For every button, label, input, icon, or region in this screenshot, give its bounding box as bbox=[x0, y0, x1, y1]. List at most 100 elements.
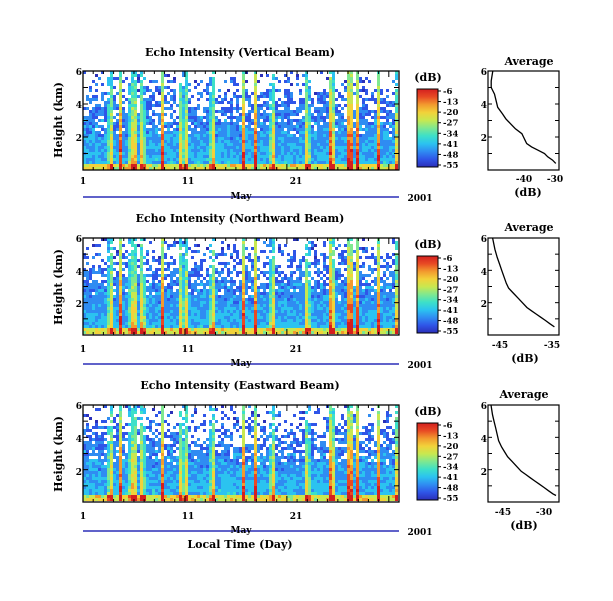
heatmap-cell bbox=[212, 313, 215, 316]
heatmap-cell bbox=[296, 325, 299, 328]
heatmap-cell bbox=[158, 319, 161, 322]
heatmap-cell bbox=[272, 125, 275, 128]
heatmap-cell bbox=[161, 98, 164, 101]
heatmap-cell bbox=[287, 146, 290, 149]
heatmap-cell bbox=[104, 331, 107, 334]
heatmap-cell bbox=[98, 152, 101, 155]
heatmap-cell bbox=[287, 286, 290, 289]
heatmap-cell bbox=[287, 107, 290, 110]
heatmap-cell bbox=[185, 116, 188, 119]
heatmap-cell bbox=[233, 247, 236, 250]
heatmap-cell bbox=[197, 298, 200, 301]
heatmap-cell bbox=[107, 164, 110, 167]
heatmap-cell bbox=[356, 119, 359, 122]
heatmap-cell bbox=[83, 71, 86, 74]
heatmap-cell bbox=[101, 328, 104, 331]
heatmap-cell bbox=[128, 307, 131, 310]
heatmap-cell bbox=[377, 89, 380, 92]
heatmap-cell bbox=[101, 307, 104, 310]
heatmap-cell bbox=[134, 131, 137, 134]
heatmap-cell bbox=[299, 146, 302, 149]
heatmap-cell bbox=[239, 328, 242, 331]
heatmap-cell bbox=[89, 301, 92, 304]
heatmap-cell bbox=[296, 110, 299, 113]
heatmap-cell bbox=[140, 95, 143, 98]
colorbar-unit: (dB) bbox=[414, 71, 441, 84]
heatmap-cell bbox=[299, 107, 302, 110]
heatmap-cell bbox=[347, 310, 350, 313]
heatmap-cell bbox=[116, 107, 119, 110]
heatmap-cell bbox=[371, 146, 374, 149]
heatmap-cell bbox=[203, 155, 206, 158]
heatmap-cell bbox=[332, 238, 335, 241]
heatmap-cell bbox=[317, 134, 320, 137]
heatmap-cell bbox=[131, 158, 134, 161]
heatmap-cell bbox=[155, 149, 158, 152]
heatmap-cell bbox=[308, 328, 311, 331]
heatmap-cell bbox=[119, 319, 122, 322]
heatmap-cell bbox=[185, 328, 188, 331]
heatmap-cell bbox=[101, 313, 104, 316]
heatmap-cell bbox=[374, 155, 377, 158]
heatmap-cell bbox=[227, 271, 230, 274]
heatmap-cell bbox=[299, 128, 302, 131]
heatmap-cell bbox=[119, 104, 122, 107]
heatmap-cell bbox=[194, 322, 197, 325]
heatmap-cell bbox=[143, 164, 146, 167]
heatmap-cell bbox=[254, 238, 257, 241]
heatmap-cell bbox=[161, 80, 164, 83]
heatmap-cell bbox=[191, 164, 194, 167]
heatmap-cell bbox=[86, 310, 89, 313]
heatmap-cell bbox=[287, 158, 290, 161]
heatmap-cell bbox=[245, 328, 248, 331]
heatmap-cell bbox=[83, 167, 86, 170]
heatmap-cell bbox=[122, 310, 125, 313]
heatmap-cell bbox=[215, 137, 218, 140]
heatmap-cell bbox=[302, 161, 305, 164]
heatmap-cell bbox=[272, 259, 275, 262]
heatmap-cell bbox=[335, 104, 338, 107]
heatmap-cell bbox=[161, 104, 164, 107]
heatmap-cell bbox=[227, 116, 230, 119]
heatmap-cell bbox=[284, 158, 287, 161]
heatmap-cell bbox=[152, 125, 155, 128]
heatmap-cell bbox=[188, 155, 191, 158]
heatmap-cell bbox=[206, 271, 209, 274]
heatmap-cell bbox=[146, 262, 149, 265]
heatmap-cell bbox=[212, 113, 215, 116]
heatmap-cell bbox=[272, 292, 275, 295]
heatmap-cell bbox=[392, 152, 395, 155]
heatmap-cell bbox=[209, 292, 212, 295]
heatmap-cell bbox=[86, 247, 89, 250]
heatmap-cell bbox=[344, 128, 347, 131]
heatmap-cell bbox=[101, 280, 104, 283]
heatmap-cell bbox=[236, 313, 239, 316]
heatmap-cell bbox=[356, 256, 359, 259]
heatmap-cell bbox=[236, 164, 239, 167]
heatmap-cell bbox=[317, 319, 320, 322]
heatmap-cell bbox=[206, 89, 209, 92]
heatmap-cell bbox=[275, 110, 278, 113]
heatmap-cell bbox=[341, 316, 344, 319]
heatmap-cell bbox=[248, 295, 251, 298]
heatmap-cell bbox=[83, 256, 86, 259]
heatmap-cell bbox=[344, 137, 347, 140]
heatmap-cell bbox=[338, 152, 341, 155]
heatmap-cell bbox=[131, 83, 134, 86]
heatmap-cell bbox=[179, 274, 182, 277]
heatmap-cell bbox=[137, 316, 140, 319]
heatmap-cell bbox=[266, 125, 269, 128]
heatmap-cell bbox=[221, 167, 224, 170]
heatmap-cell bbox=[212, 289, 215, 292]
heatmap-cell bbox=[284, 244, 287, 247]
heatmap-cell bbox=[296, 316, 299, 319]
heatmap-cell bbox=[164, 307, 167, 310]
heatmap-cell bbox=[230, 80, 233, 83]
heatmap-cell bbox=[92, 307, 95, 310]
heatmap-cell bbox=[242, 167, 245, 170]
heatmap-cell bbox=[140, 161, 143, 164]
heatmap-cell bbox=[395, 110, 398, 113]
heatmap-cell bbox=[299, 137, 302, 140]
heatmap-cell bbox=[353, 298, 356, 301]
heatmap-cell bbox=[182, 137, 185, 140]
